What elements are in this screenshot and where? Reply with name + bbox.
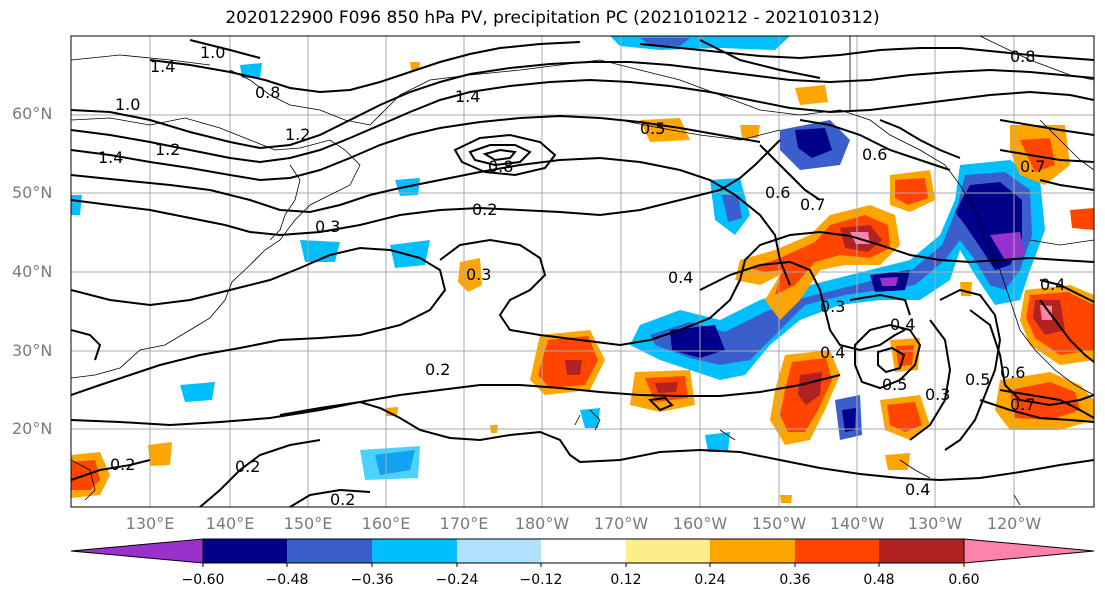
contour-label: 0.5 [965,370,990,389]
contour-label: 0.3 [315,217,340,236]
contour-label: 0.4 [1040,275,1065,294]
lon-label: 130°W [907,514,963,533]
contour-label: 1.0 [200,43,225,62]
contour-labels: 1.0 1.4 0.8 1.0 1.4 1.2 1.4 1.2 0.8 0.5 … [98,43,1065,509]
lat-label: 60°N [12,104,53,123]
lon-label: 130°E [125,514,175,533]
contour-label: 1.4 [98,148,123,167]
gridlines [71,36,1094,507]
colorbar-swatch [626,539,710,563]
colorbar-tick-label: 0.36 [779,572,811,588]
colorbar-swatch [795,539,879,563]
lon-label: 160°E [361,514,411,533]
contour-label: 0.2 [235,457,260,476]
contour-label: 0.4 [668,268,693,287]
contour-label: 0.8 [488,157,513,176]
contour-label: 0.5 [882,375,907,394]
colorbar-tick-label: 0.12 [610,572,642,588]
colorbar-tick-label: −0.36 [350,572,394,588]
lat-label: 20°N [12,419,53,438]
map-frame [70,35,1095,508]
lon-label: 170°W [593,514,649,533]
colorbar-swatch [541,539,626,563]
pv-contours [71,39,1094,507]
colorbar-extend-high [963,538,1095,564]
contour-label: 0.6 [1000,363,1025,382]
contour-label: 0.6 [862,145,887,164]
contour-label: 0.8 [255,83,280,102]
colorbar-swatch [879,539,964,563]
colorbar-extend-low [70,538,204,564]
lon-label: 160°W [672,514,728,533]
contour-label: 1.4 [150,57,175,76]
contour-label: 1.2 [285,125,310,144]
colorbar-swatch [203,539,287,563]
lat-label: 50°N [12,183,53,202]
contour-label: 1.4 [455,87,480,106]
colorbar-tick-label: 0.60 [948,572,980,588]
contour-label: 0.3 [925,385,950,404]
colorbar-swatch [372,539,457,563]
contour-label: 0.3 [466,265,491,284]
colorbar-tick-label: −0.24 [435,572,479,588]
map-plot-area [71,36,1094,507]
colorbar [70,538,1095,567]
colorbar-swatch [710,539,795,563]
contour-label: 0.2 [110,455,135,474]
coastlines [71,36,1094,506]
contour-label: 0.6 [765,183,790,202]
contour-label: 0.2 [425,360,450,379]
lon-label: 120°W [986,514,1042,533]
colorbar-tick-label: −0.60 [181,572,225,588]
colorbar-tick-label: 0.24 [694,572,726,588]
contour-label: 0.8 [1010,47,1035,66]
contour-label: 0.2 [330,490,355,509]
lon-label: 150°W [751,514,807,533]
lat-label: 40°N [12,262,53,281]
contour-label: 0.7 [1020,157,1045,176]
lon-label: 170°E [439,514,489,533]
colorbar-swatch [457,539,541,563]
colorbar-tick-label: 0.48 [863,572,895,588]
lon-label: 180°W [514,514,570,533]
contour-label: 0.4 [905,480,930,499]
lon-label: 140°W [829,514,885,533]
lon-label: 150°E [283,514,333,533]
lat-label: 30°N [12,341,53,360]
contour-label: 0.4 [890,315,915,334]
colorbar-tick-label: −0.12 [519,572,563,588]
colorbar-tick-label: −0.48 [265,572,309,588]
contour-label: 0.2 [472,200,497,219]
precip-shading [71,36,1094,503]
colorbar-ticks [202,563,965,567]
contour-label: 1.2 [155,140,180,159]
contour-label: 1.0 [115,95,140,114]
contour-label: 0.3 [820,297,845,316]
map-title: 2020122900 F096 850 hPa PV, precipitatio… [225,8,880,28]
colorbar-swatch [287,539,372,563]
lon-label: 140°E [205,514,255,533]
contour-label: 0.4 [820,343,845,362]
contour-label: 0.5 [640,119,665,138]
contour-label: 0.7 [800,195,825,214]
contour-label: 0.7 [1010,395,1035,414]
